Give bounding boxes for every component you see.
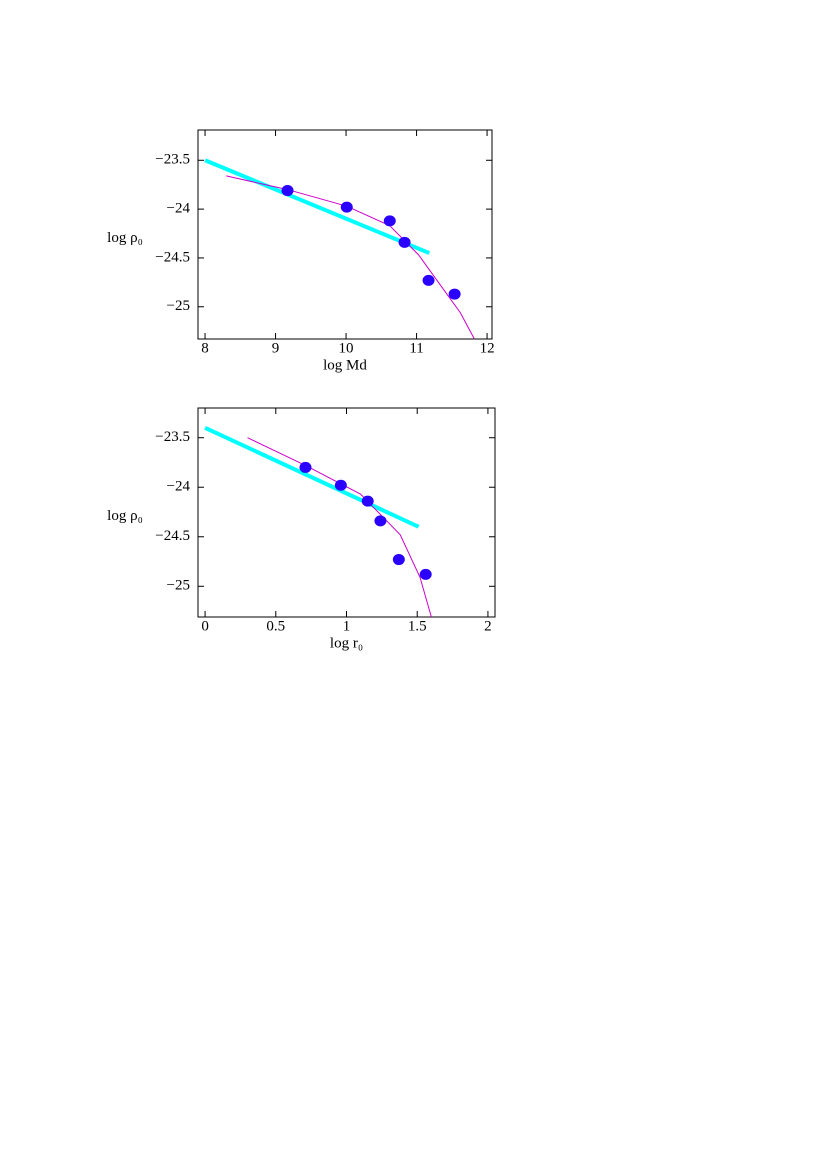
y-tick-label: −25 <box>167 298 190 314</box>
data-point <box>374 515 387 527</box>
fit-line <box>204 158 431 255</box>
x-tick-label: 8 <box>201 340 209 356</box>
data-point <box>334 479 347 491</box>
y-tick-label: −23.5 <box>155 429 190 445</box>
x-tick-label: 1.5 <box>408 618 427 634</box>
data-point <box>398 236 411 248</box>
fit-line <box>204 425 420 529</box>
y-tick-label: −24.5 <box>155 249 190 265</box>
plot-frame <box>197 407 496 618</box>
data-point <box>419 568 432 580</box>
data-point <box>281 185 294 197</box>
plot-frame <box>197 129 493 340</box>
data-point <box>361 495 374 507</box>
y-tick-label: −23.5 <box>155 152 190 168</box>
y-axis-label: log ρ₀ <box>107 230 143 246</box>
x-tick-label: 12 <box>480 340 495 356</box>
x-tick-label: 0.5 <box>266 618 285 634</box>
data-point <box>392 554 405 566</box>
model-curve <box>247 437 432 618</box>
x-axis-label: log r₀ <box>330 635 363 651</box>
model-curve <box>226 175 475 340</box>
y-axis-label: log ρ₀ <box>107 508 143 524</box>
y-tick-label: −24 <box>167 479 191 495</box>
data-point <box>299 461 312 473</box>
x-tick-label: 2 <box>484 618 492 634</box>
x-tick-label: 1 <box>343 618 351 634</box>
data-point <box>448 288 461 300</box>
data-point <box>340 201 353 213</box>
y-tick-label: −25 <box>167 578 190 594</box>
y-tick-label: −24 <box>167 201 191 217</box>
data-point <box>383 215 396 227</box>
x-tick-label: 0 <box>201 618 209 634</box>
data-point <box>422 274 435 286</box>
x-axis-label: log Md <box>323 357 367 373</box>
x-tick-label: 9 <box>272 340 280 356</box>
y-tick-label: −24.5 <box>155 528 190 544</box>
x-tick-label: 10 <box>339 340 354 356</box>
x-tick-label: 11 <box>409 340 423 356</box>
